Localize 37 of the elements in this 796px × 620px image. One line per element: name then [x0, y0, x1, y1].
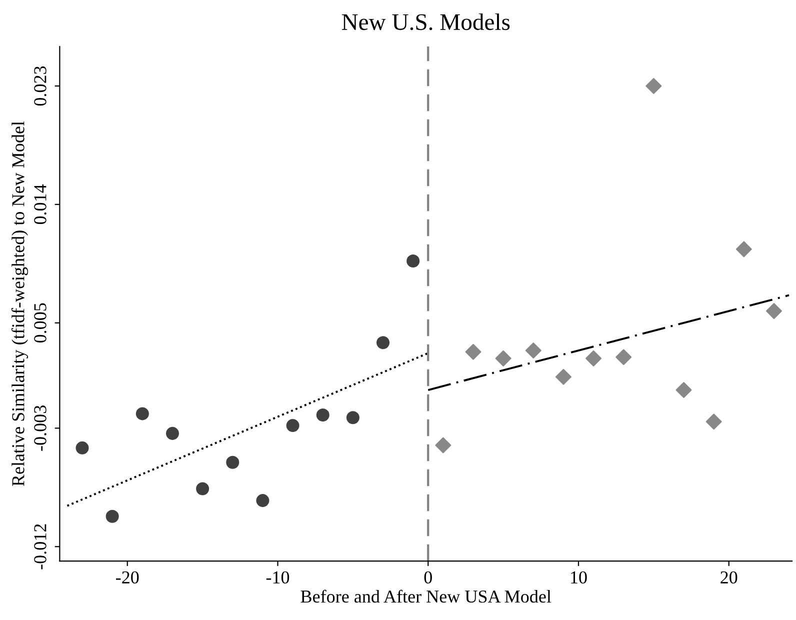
x-tick-label: -20 [116, 571, 139, 584]
point [706, 414, 722, 430]
point [766, 303, 782, 320]
y-tick-label: -0.003 [34, 406, 46, 451]
y-tick-label: 0.014 [34, 184, 46, 224]
point [586, 350, 602, 366]
point [525, 342, 542, 358]
point [166, 426, 179, 440]
point [256, 494, 270, 508]
x-tick-label: 0 [424, 571, 432, 584]
point [376, 336, 390, 350]
point [406, 254, 420, 268]
point [196, 482, 210, 496]
point [106, 510, 119, 523]
x-axis-title: Before and After New USA Model [300, 590, 552, 603]
y-tick-label: 0.023 [34, 66, 46, 106]
point [136, 407, 149, 420]
point [316, 408, 330, 422]
point [286, 419, 300, 432]
point [226, 456, 240, 469]
point [646, 78, 662, 94]
point [495, 350, 512, 366]
point [555, 368, 572, 385]
x-tick-label: 20 [720, 571, 738, 584]
point [616, 349, 632, 366]
x-tick-label: 10 [571, 571, 587, 584]
point [465, 344, 482, 360]
x-tick-label: -10 [266, 571, 290, 584]
y-axis-title: Relative Similarity (tfidf-weighted) to New Model [11, 121, 28, 486]
point [736, 241, 752, 258]
point [346, 411, 360, 424]
y-tick-label: -0.012 [34, 524, 46, 570]
point [76, 441, 89, 454]
chart-title: New U.S. Models [342, 13, 510, 30]
point [676, 382, 692, 398]
point [435, 437, 452, 454]
y-tick-label: 0.005 [34, 303, 46, 343]
